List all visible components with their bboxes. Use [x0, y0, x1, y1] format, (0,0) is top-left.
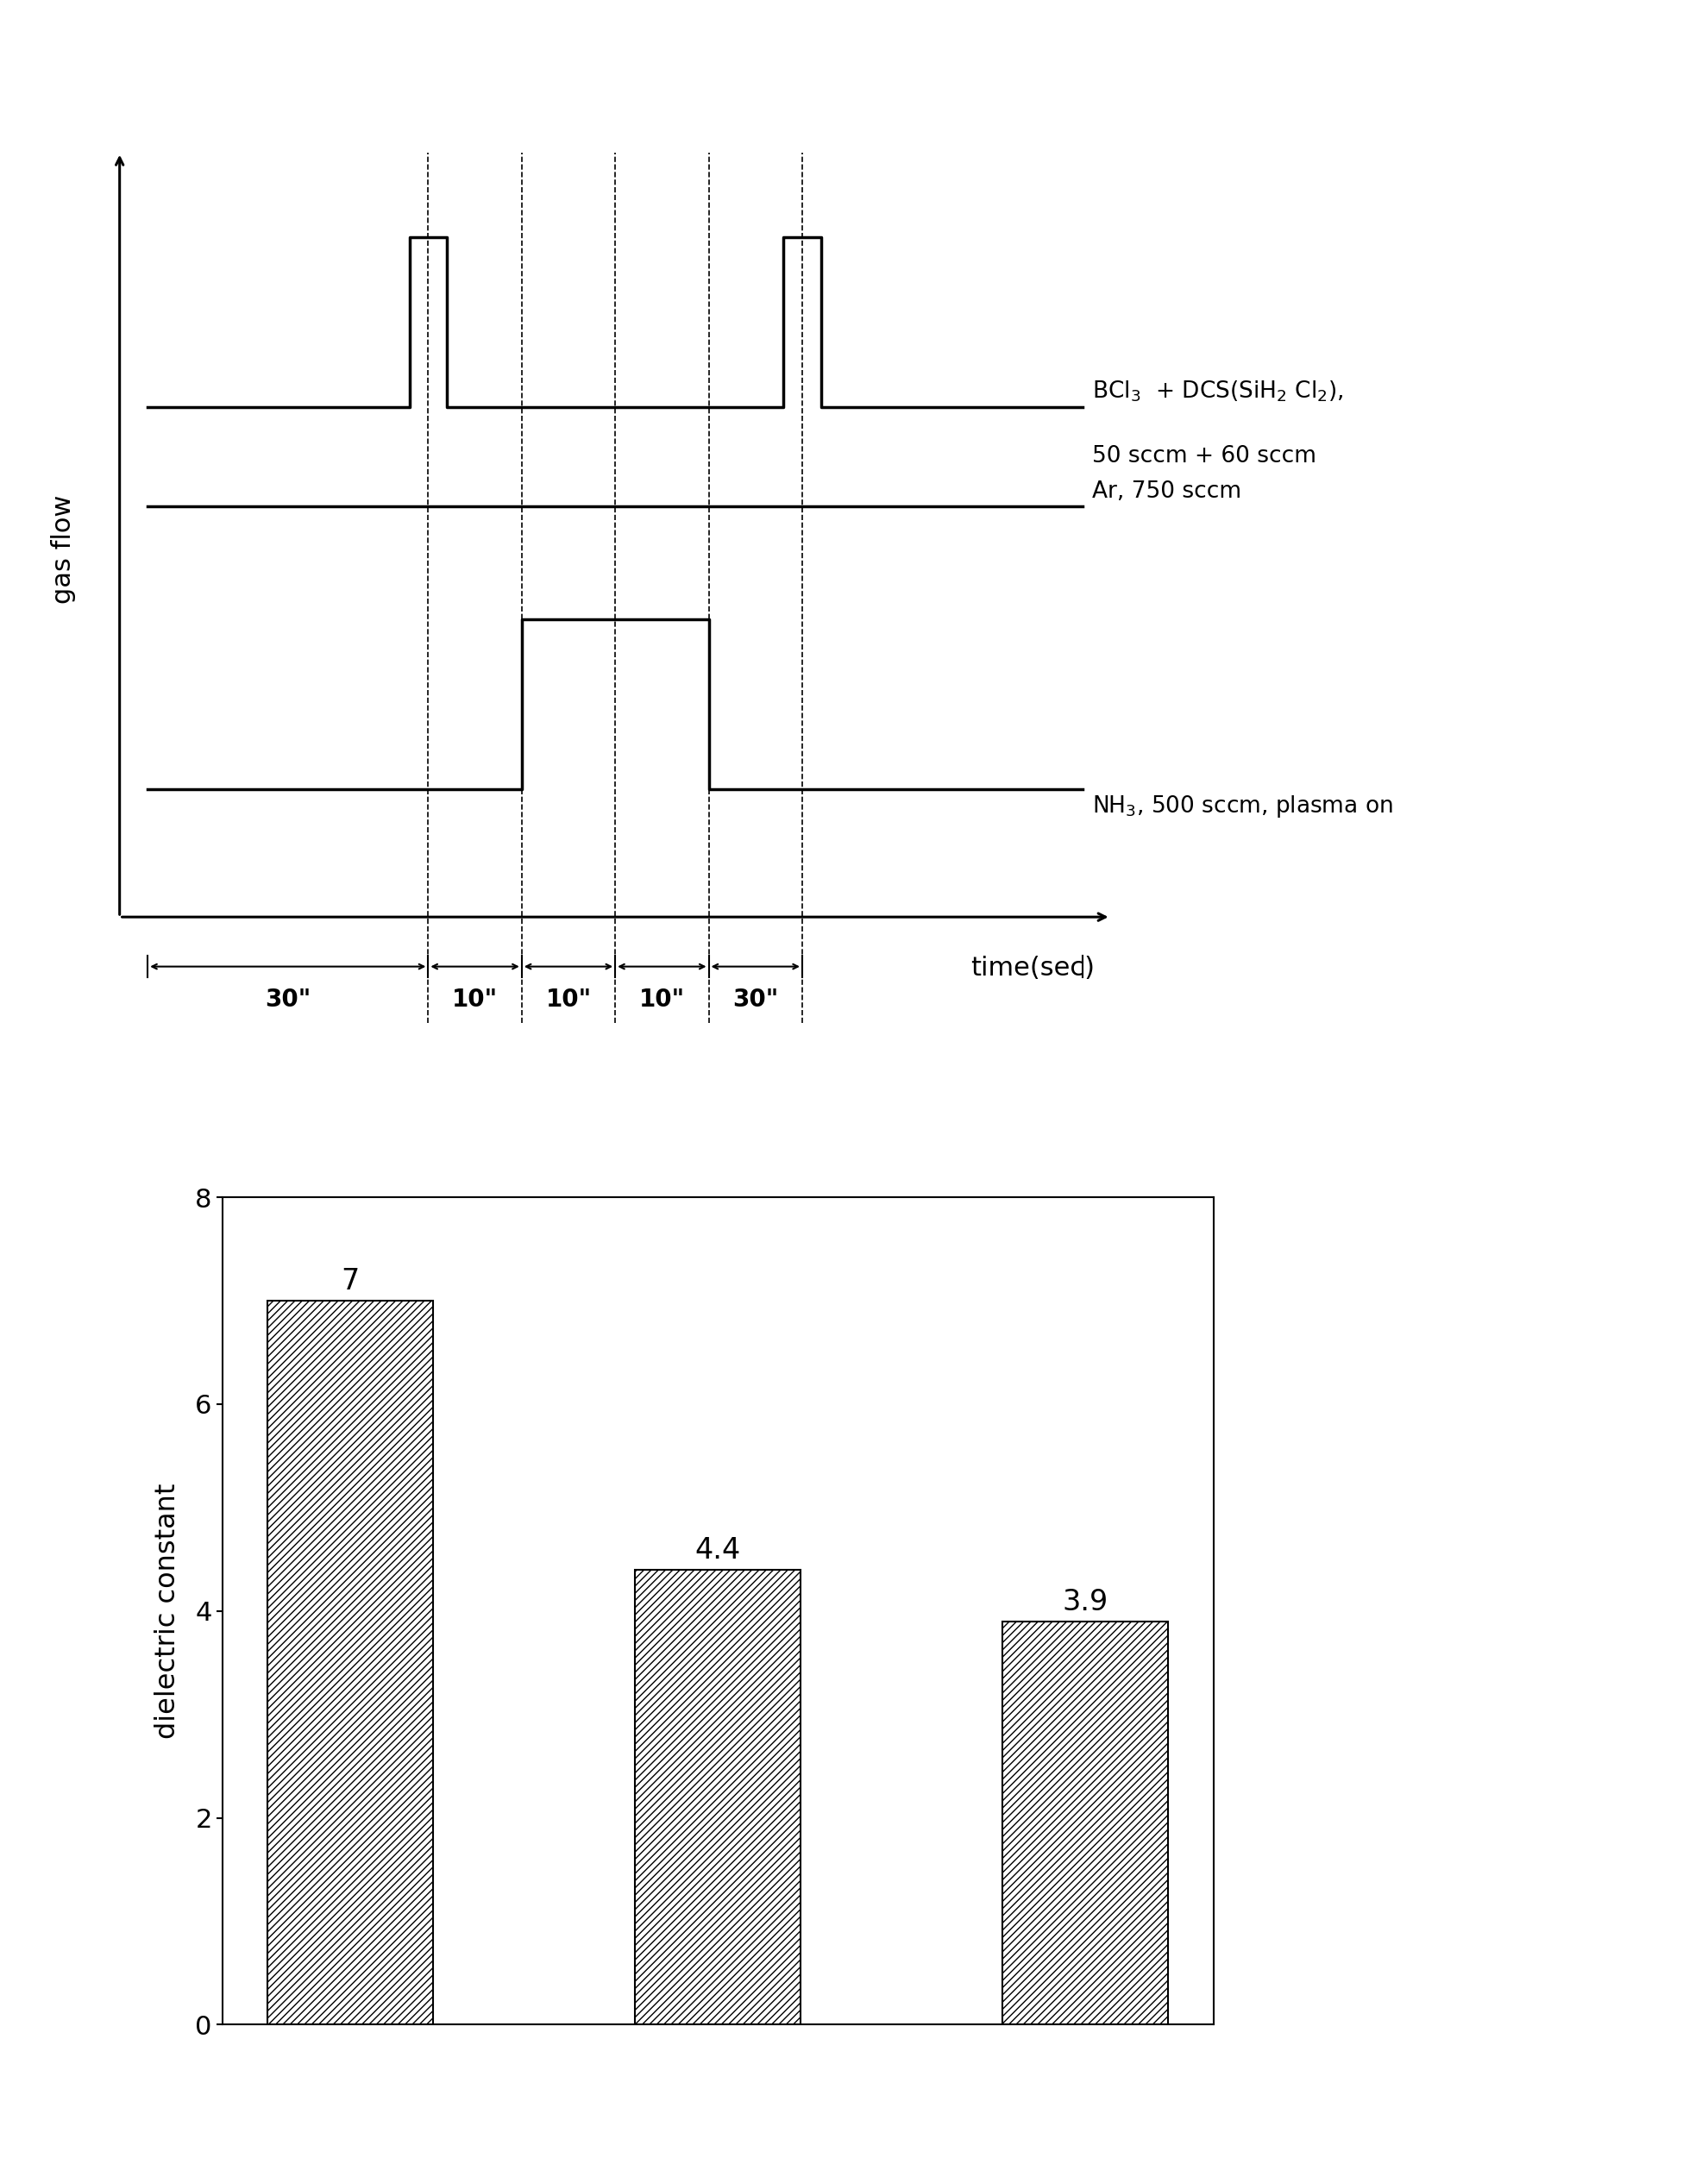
- Text: 30": 30": [265, 988, 311, 1012]
- Text: 10": 10": [453, 988, 497, 1012]
- Text: BCl$_3$  + DCS(SiH$_2$ Cl$_2$),: BCl$_3$ + DCS(SiH$_2$ Cl$_2$),: [1091, 379, 1342, 403]
- Text: 10": 10": [639, 988, 685, 1012]
- Y-axis label: dielectric constant: dielectric constant: [154, 1483, 181, 1739]
- Text: 50 sccm + 60 sccm: 50 sccm + 60 sccm: [1091, 444, 1315, 468]
- Text: Ar, 750 sccm: Ar, 750 sccm: [1091, 481, 1240, 503]
- Text: 4.4: 4.4: [695, 1537, 740, 1565]
- Text: time(sec): time(sec): [970, 956, 1095, 982]
- Text: 7: 7: [340, 1267, 359, 1295]
- Text: 10": 10": [545, 988, 591, 1012]
- Text: 3.9: 3.9: [1062, 1587, 1108, 1615]
- Text: gas flow: gas flow: [51, 494, 75, 603]
- Bar: [635, 1570, 799, 2025]
- Bar: [1003, 1622, 1168, 2025]
- Text: NH$_3$, 500 sccm, plasma on: NH$_3$, 500 sccm, plasma on: [1091, 792, 1392, 819]
- Text: 30": 30": [733, 988, 779, 1012]
- Bar: [266, 1302, 432, 2025]
